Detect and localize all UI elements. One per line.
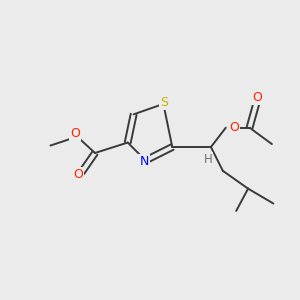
Text: O: O bbox=[73, 168, 83, 181]
Text: N: N bbox=[140, 155, 149, 168]
Text: O: O bbox=[70, 127, 80, 140]
Text: S: S bbox=[160, 96, 168, 109]
Text: O: O bbox=[252, 91, 262, 104]
Text: O: O bbox=[229, 121, 239, 134]
Text: H: H bbox=[204, 153, 212, 166]
